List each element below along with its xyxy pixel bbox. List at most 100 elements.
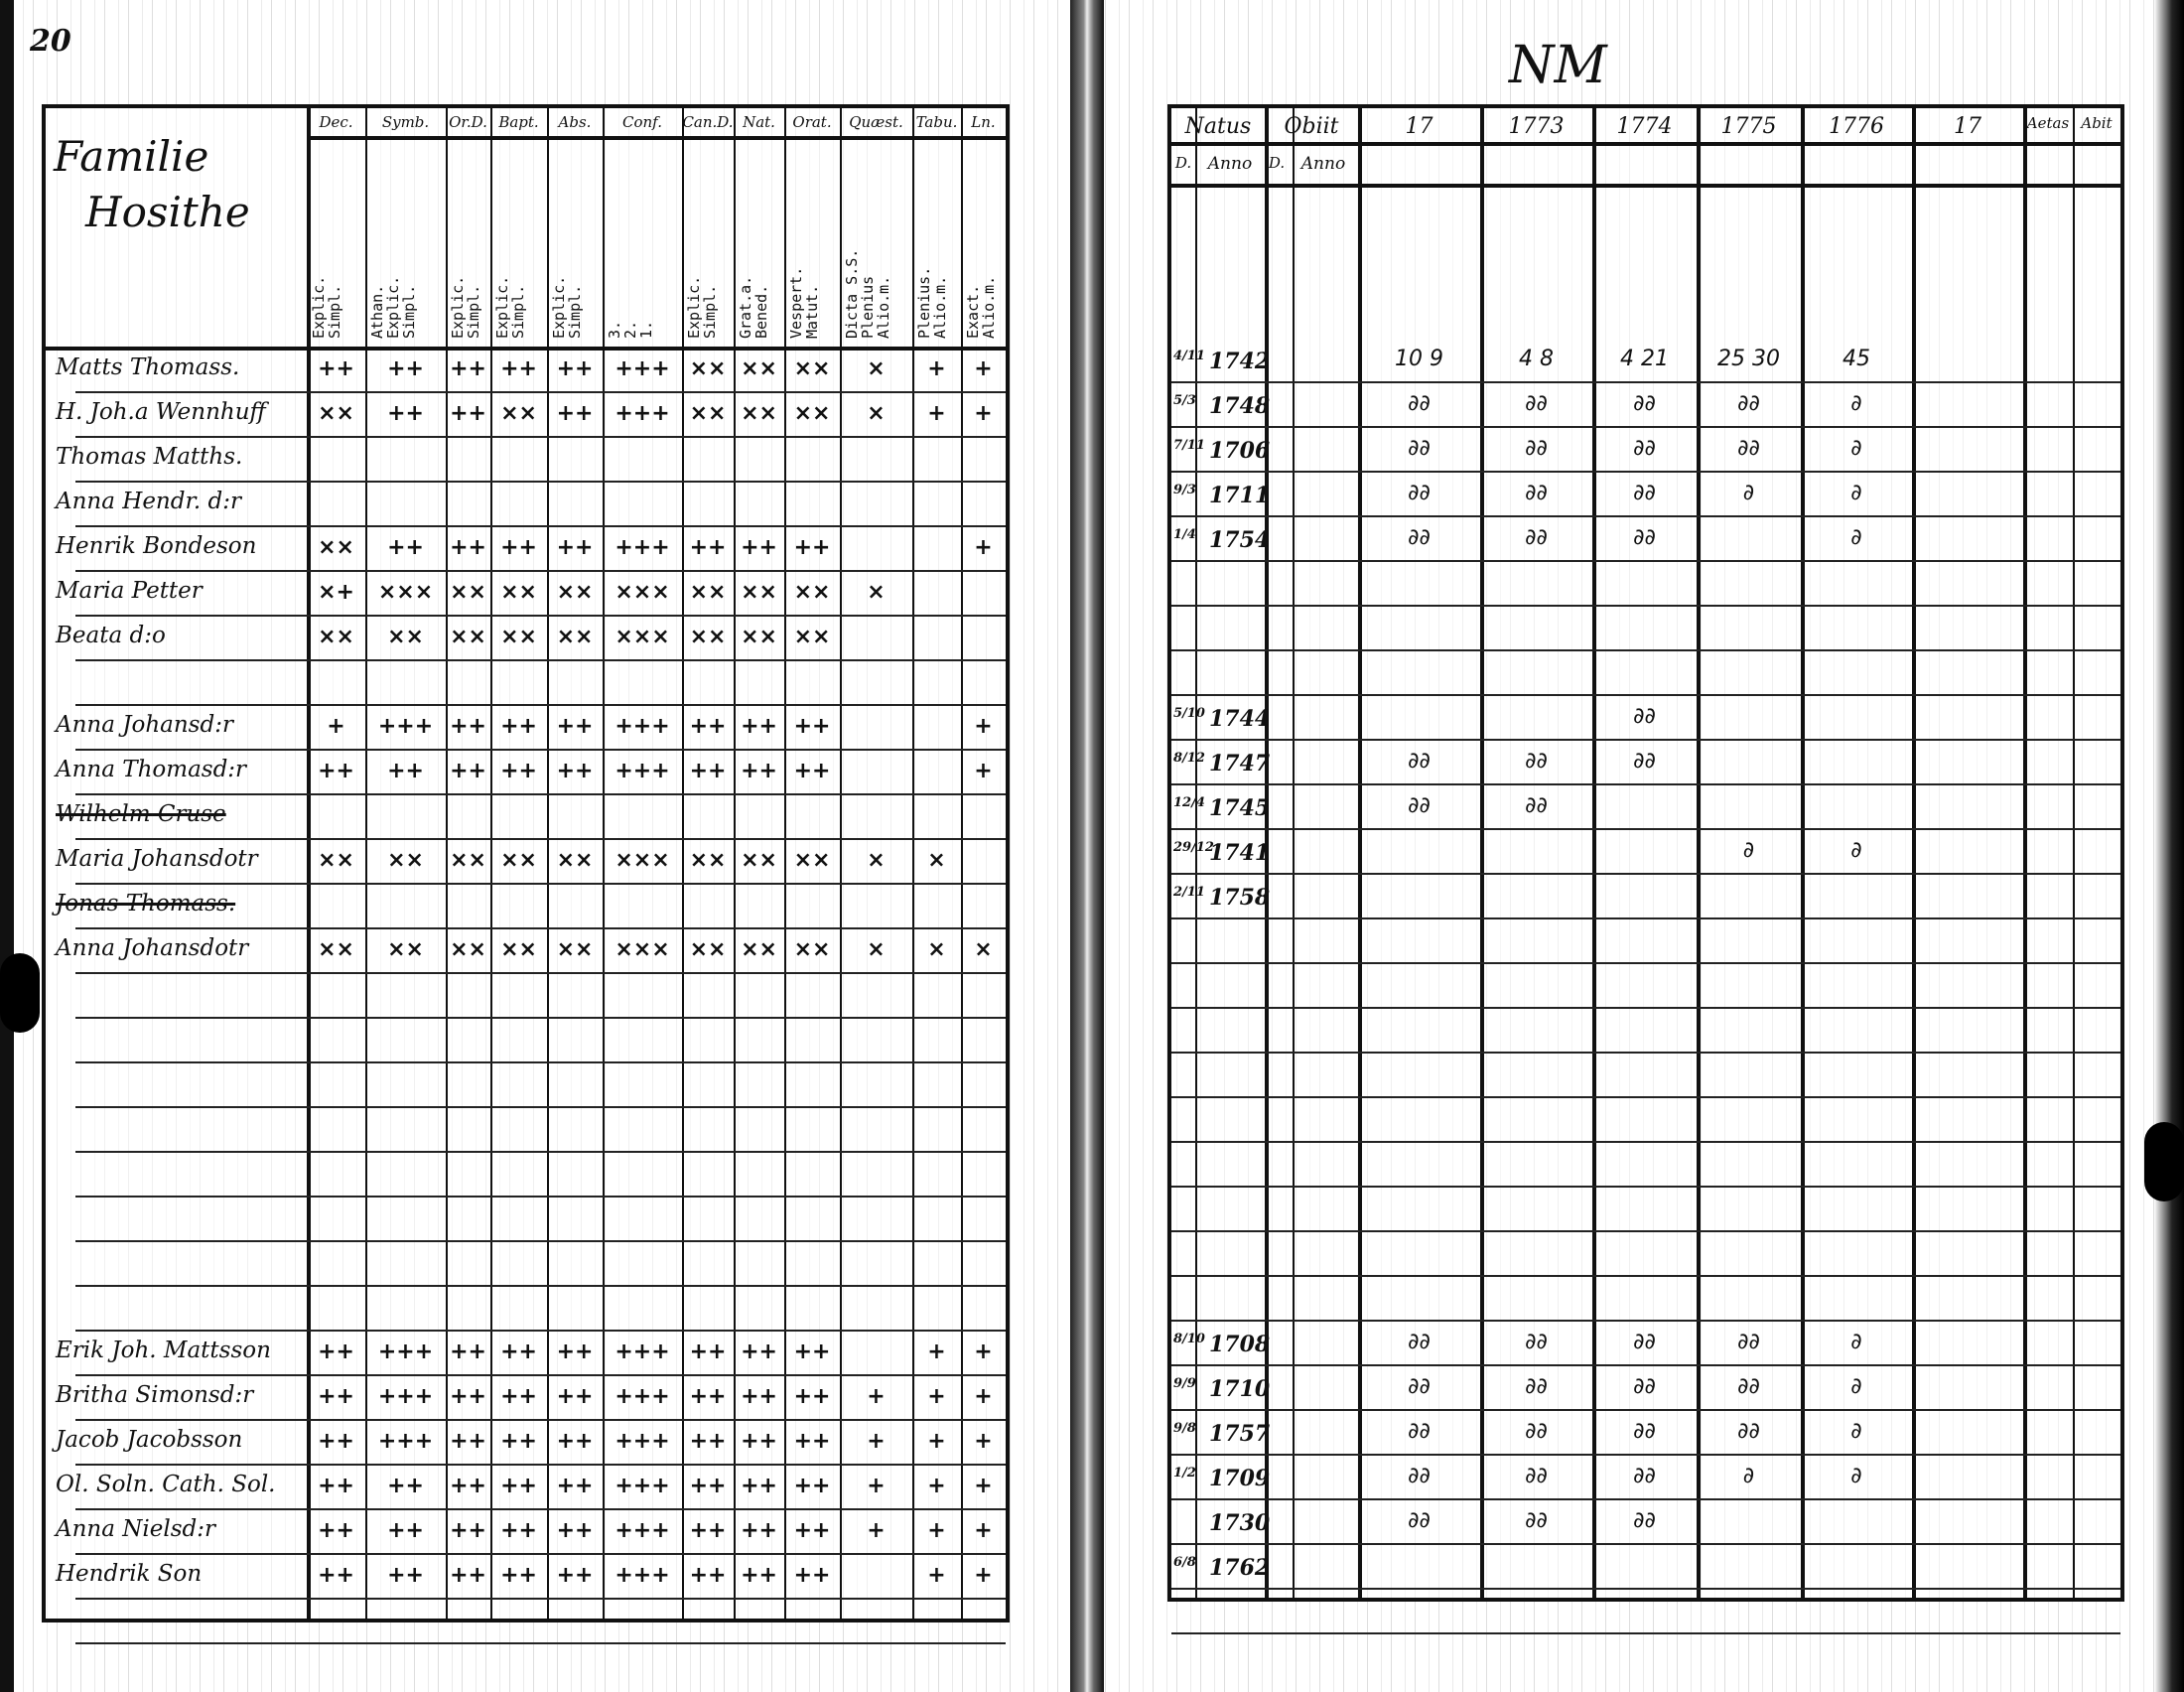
attendance-mark: ∂: [1850, 391, 1862, 416]
row-rule: [75, 525, 1006, 527]
birth-year: 1741: [1209, 840, 1271, 866]
attendance-mark: ∂∂: [1633, 1464, 1656, 1488]
birth-year: 1711: [1209, 483, 1271, 508]
attendance-mark: ∂∂: [1408, 793, 1431, 818]
exam-mark: ++: [450, 1563, 486, 1588]
exam-mark: ++: [500, 1518, 537, 1543]
exam-mark: ××: [500, 580, 537, 605]
exam-mark: ++: [318, 356, 354, 381]
exam-mark: ××: [450, 580, 486, 605]
row-rule: [1171, 1275, 2120, 1277]
row-rule: [75, 1553, 1006, 1555]
row-rule: [75, 570, 1006, 572]
row-rule: [1171, 694, 2120, 696]
binding-tab: [0, 953, 40, 1033]
exam-mark: +: [974, 1429, 993, 1454]
exam-mark: ××: [741, 625, 777, 649]
exam-mark: ××: [318, 535, 354, 560]
column-divider: [1195, 108, 1197, 1598]
person-name: Jonas Thomass.: [56, 891, 236, 916]
birth-year: 1745: [1209, 795, 1271, 821]
person-name: Ol. Soln. Cath. Sol.: [56, 1472, 276, 1497]
exam-mark: +++: [377, 1384, 434, 1409]
column-subheader: Dicta S.S. Plenius Alio.m.: [843, 248, 892, 339]
person-name: Hendrik Son: [56, 1561, 203, 1587]
row-rule: [1171, 873, 2120, 875]
exam-mark: +: [927, 401, 946, 426]
person-name: Matts Thomass.: [56, 354, 240, 380]
exam-mark: ++: [556, 1518, 594, 1543]
column-header: 1776: [1829, 114, 1884, 139]
row-rule: [1171, 1052, 2120, 1054]
exam-mark: +: [974, 714, 993, 739]
column-divider: [1265, 108, 1269, 1598]
birth-day: 9/8: [1173, 1421, 1196, 1436]
column-divider: [840, 108, 842, 1619]
exam-mark: ++: [450, 1518, 486, 1543]
attendance-mark: ∂: [1850, 1464, 1862, 1488]
exam-mark: +++: [377, 1429, 434, 1454]
birth-year: 1710: [1209, 1376, 1271, 1402]
exam-mark: ××: [793, 937, 831, 962]
book-binding: [1070, 0, 1104, 1692]
exam-mark: ++: [689, 759, 727, 783]
header-rule: [1171, 184, 2120, 188]
attendance-mark: ∂: [1850, 1374, 1862, 1399]
attendance-mark: ∂∂: [1633, 481, 1656, 505]
exam-mark: ×+: [318, 580, 354, 605]
attendance-mark: ∂∂: [1525, 749, 1548, 774]
exam-mark: +: [867, 1384, 886, 1409]
exam-mark: +: [867, 1518, 886, 1543]
birth-year: 1754: [1209, 527, 1271, 553]
left-page-table: Familie Hosithe Dec. Explic. Simpl. Symb. A…: [42, 104, 1010, 1644]
exam-mark: +: [927, 1384, 946, 1409]
birth-day: 9/9: [1173, 1376, 1196, 1391]
exam-mark: ++: [500, 1340, 537, 1364]
exam-mark: +++: [614, 1340, 670, 1364]
attendance-mark: ∂: [1850, 525, 1862, 550]
row-rule: [75, 1642, 1006, 1644]
attendance-mark: ∂∂: [1633, 436, 1656, 461]
birth-day: 1/2: [1173, 1466, 1196, 1480]
row-rule: [75, 659, 1006, 661]
exam-mark: ++: [450, 1340, 486, 1364]
row-rule: [75, 1240, 1006, 1242]
column-subheader: Vespert. Matut.: [787, 266, 821, 339]
attendance-mark: ∂∂: [1525, 1374, 1548, 1399]
column-header: 17: [1405, 114, 1433, 139]
row-rule: [75, 436, 1006, 438]
exam-mark: ++: [793, 714, 831, 739]
row-rule: [1171, 1096, 2120, 1098]
row-rule: [75, 1285, 1006, 1287]
exam-mark: ++: [741, 1429, 777, 1454]
attendance-mark: ∂∂: [1737, 1419, 1760, 1444]
row-rule: [1171, 560, 2120, 562]
exam-mark: ++: [556, 1384, 594, 1409]
exam-mark: ××: [741, 937, 777, 962]
exam-mark: +++: [614, 1384, 670, 1409]
attendance-mark: ∂∂: [1525, 793, 1548, 818]
row-rule: [75, 927, 1006, 929]
book-edge-left: [0, 0, 14, 1692]
column-subheader: Plenius. Alio.m.: [915, 266, 949, 339]
exam-mark: +: [974, 1340, 993, 1364]
column-header: Tabu.: [915, 113, 958, 131]
birth-day: 12/4: [1173, 795, 1205, 810]
attendance-mark: ∂∂: [1633, 704, 1656, 729]
exam-mark: ××: [318, 937, 354, 962]
exam-mark: ××: [318, 401, 354, 426]
exam-mark: +: [927, 1518, 946, 1543]
attendance-mark: ∂∂: [1633, 525, 1656, 550]
attendance-mark: ∂∂: [1633, 1508, 1656, 1533]
exam-mark: ++: [741, 759, 777, 783]
attendance-mark: ∂∂: [1408, 391, 1431, 416]
column-header: Aetas: [2026, 114, 2070, 132]
exam-mark: ×××: [377, 580, 434, 605]
exam-mark: ××: [387, 937, 424, 962]
row-rule: [1171, 1498, 2120, 1500]
row-rule: [75, 391, 1006, 393]
birth-day: 6/8: [1173, 1555, 1196, 1570]
column-header: Or.D.: [449, 113, 487, 131]
column-header: Natus: [1184, 114, 1252, 139]
column-header: Dec.: [319, 113, 353, 131]
